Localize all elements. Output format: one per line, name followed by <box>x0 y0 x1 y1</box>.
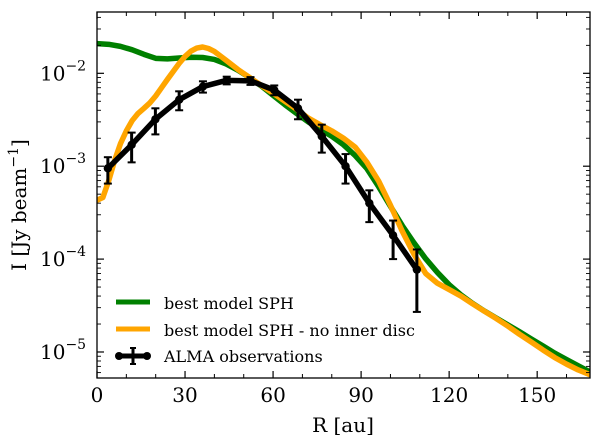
legend: best model SPH best model SPH - no inner… <box>115 294 415 366</box>
y-tick-label-1: 10−4 <box>40 244 86 271</box>
x-tick-label-0: 0 <box>91 383 104 407</box>
x-tick-label-2: 60 <box>260 383 285 407</box>
legend-label-sph-no-inner: best model SPH - no inner disc <box>164 321 415 340</box>
data-point-4 <box>198 82 208 91</box>
y-tick-label-base-0: 10 <box>40 340 65 364</box>
legend-label-sph: best model SPH <box>164 294 294 313</box>
y-tick-label-exponent-0: −5 <box>65 337 86 353</box>
data-point-12 <box>388 231 398 240</box>
data-point-7 <box>270 85 279 95</box>
data-point-1 <box>127 140 136 149</box>
x-axis-label: R [au] <box>312 413 374 435</box>
plot-frame <box>96 11 591 379</box>
data-point-5 <box>222 76 231 85</box>
legend-swatch-alma-marker-2 <box>143 352 151 360</box>
y-tick-label-exponent-3: −2 <box>65 58 86 74</box>
x-tick-label-4: 120 <box>430 383 468 407</box>
y-tick-label-2: 10−3 <box>40 151 86 178</box>
data-point-3 <box>174 95 184 104</box>
legend-swatch-alma-marker <box>115 352 123 360</box>
y-tick-label-base-2: 10 <box>40 154 65 178</box>
y-tick-label-3: 10−2 <box>40 58 86 85</box>
error-bars <box>103 75 422 313</box>
data-point-8 <box>293 104 303 113</box>
y-tick-label-0: 10−5 <box>40 337 86 364</box>
data-point-9 <box>317 132 326 141</box>
data-point-13 <box>412 265 422 274</box>
y-tick-label-exponent-2: −3 <box>65 151 86 167</box>
data-point-6 <box>246 76 255 86</box>
x-tick-label-3: 90 <box>348 383 373 407</box>
data-point-2 <box>151 115 160 124</box>
x-tick-label-5: 150 <box>518 383 556 407</box>
y-tick-label-exponent-1: −4 <box>65 244 86 260</box>
plot-border <box>96 11 591 379</box>
x-tick-label-1: 30 <box>172 383 197 407</box>
series-line-2 <box>105 77 420 272</box>
y-tick-label-base-1: 10 <box>40 247 65 271</box>
y-tick-label-base-3: 10 <box>40 61 65 85</box>
data-point-0 <box>103 164 113 173</box>
data-point-11 <box>365 198 374 208</box>
legend-label-alma: ALMA observations <box>163 347 323 366</box>
data-point-10 <box>341 162 350 171</box>
y-axis-label: I [Jy beam−1] <box>6 139 31 271</box>
